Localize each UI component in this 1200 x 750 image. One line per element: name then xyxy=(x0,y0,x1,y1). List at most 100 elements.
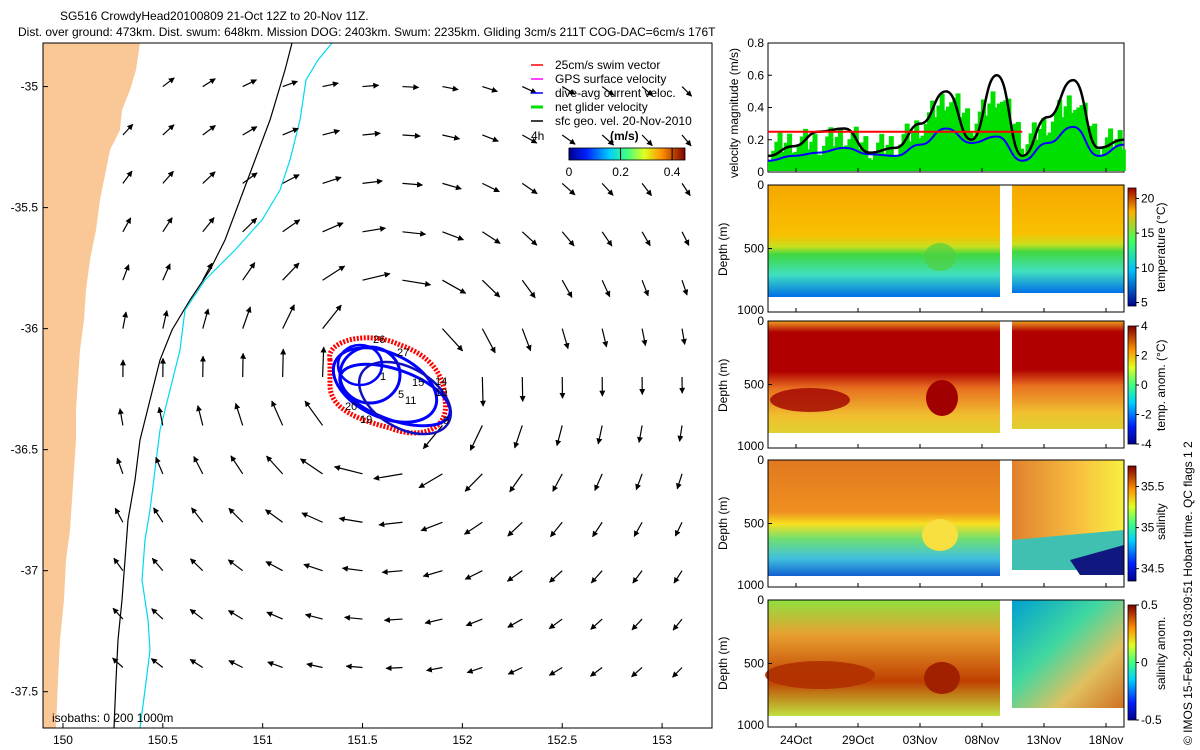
geo-vector-arrow xyxy=(548,666,563,676)
geo-vector-arrow xyxy=(266,611,283,620)
geo-vector-arrow xyxy=(521,328,532,352)
geo-vector-arrow xyxy=(601,182,614,196)
geo-vector-arrow xyxy=(681,231,690,246)
depth-tick-label: 500 xyxy=(744,378,764,392)
geo-vector-arrow xyxy=(402,279,432,287)
geo-vector-arrow xyxy=(162,263,171,281)
colorbar-tick-label: 0 xyxy=(1141,656,1148,670)
geo-vector-arrow xyxy=(282,262,300,281)
speed-colorbar-ticks: 0 0.2 0.4 xyxy=(566,148,681,179)
depth-tick-label: 500 xyxy=(744,242,764,256)
geo-vector-arrow xyxy=(242,262,256,281)
net-velocity-bar xyxy=(980,99,986,171)
map-x-axis: 150 150.5 151 151.5 152 152.5 153 xyxy=(53,723,672,747)
net-velocity-bar xyxy=(1003,100,1009,171)
geo-vector-arrow xyxy=(280,348,287,378)
geo-vector-arrow xyxy=(282,304,295,329)
geo-vector-arrow xyxy=(507,618,523,628)
geo-vector-arrow xyxy=(641,86,654,97)
salinity-colorbar xyxy=(1127,465,1137,582)
geo-vector-arrow xyxy=(479,377,486,407)
velocity-y-tick-label: 0.4 xyxy=(747,101,764,115)
geo-vector-arrow xyxy=(506,570,523,582)
geo-vector-arrow xyxy=(425,666,443,673)
geo-vector-arrow xyxy=(641,134,653,147)
geo-vector-arrow xyxy=(202,262,213,281)
geo-vector-arrow xyxy=(420,521,443,532)
net-velocity-bar xyxy=(904,123,910,171)
geo-vector-arrow xyxy=(228,507,244,523)
geo-vector-arrow xyxy=(282,127,299,136)
geo-vector-arrow xyxy=(153,507,164,523)
colorbar-tick-label: -2 xyxy=(1141,408,1152,422)
colorbar-tick-label: 35 xyxy=(1141,521,1155,535)
geo-vector-arrow xyxy=(550,521,563,538)
geo-vector-arrow xyxy=(362,82,380,89)
geo-vector-arrow xyxy=(320,346,327,378)
geo-vector-arrow xyxy=(442,85,459,92)
geo-vector-arrow xyxy=(322,129,341,136)
net-velocity-bar xyxy=(1054,110,1060,171)
header-line1: SG516 CrowdyHead20100809 21-Oct 12Z to 2… xyxy=(60,9,369,23)
geo-vector-arrow xyxy=(155,456,164,475)
map-x-tick-label: 152.5 xyxy=(547,733,577,747)
geo-vector-arrow xyxy=(632,570,643,584)
date-tick-label: 18Nov xyxy=(1089,733,1124,747)
geo-vector-arrow xyxy=(304,400,324,426)
geo-vector-arrow xyxy=(162,77,175,88)
geo-vector-arrow xyxy=(596,425,603,445)
depth-tick-label: 1000 xyxy=(737,718,764,732)
geo-vector-arrow xyxy=(555,425,563,447)
salinity-panel: Depth (m) salinity xyxy=(716,459,1168,588)
date-tick-label: 08Nov xyxy=(965,733,1000,747)
net-velocity-bar xyxy=(1089,126,1095,171)
net-velocity-bar xyxy=(968,132,974,171)
geo-vector-arrow xyxy=(162,310,169,329)
map-legend: 25cm/s swim vector GPS surface velocity … xyxy=(531,58,692,179)
net-velocity-bar xyxy=(866,158,872,171)
net-velocity-bar xyxy=(774,141,780,171)
geo-vector-arrow xyxy=(561,231,575,247)
geo-vector-arrow xyxy=(552,473,563,492)
speed-cb-tick-label: 0.2 xyxy=(612,165,629,179)
net-velocity-bar xyxy=(1028,133,1034,171)
map-x-tick-label: 151.5 xyxy=(348,733,378,747)
net-velocity-bar xyxy=(933,117,939,171)
geo-vector-arrow xyxy=(322,176,342,184)
net-velocity-bar xyxy=(1079,105,1085,171)
temperature-cb-label: temperature (°C) xyxy=(1154,203,1168,293)
velocity-series-line xyxy=(767,73,1125,158)
date-tick-label: 03Nov xyxy=(903,733,938,747)
temp-anomaly-cb-label: temp. anom. (°C) xyxy=(1154,340,1168,432)
geo-vector-arrow xyxy=(513,425,523,449)
geo-vector-arrow xyxy=(481,279,501,298)
geo-vector-arrow xyxy=(122,217,132,233)
geo-vector-arrow xyxy=(116,457,124,475)
geo-vector-arrow xyxy=(151,608,164,620)
geo-vector-arrow xyxy=(267,661,283,669)
map-x-tick-label: 150.5 xyxy=(148,733,178,747)
salinity-deep-low xyxy=(1070,545,1124,575)
velocity-y-tick-label: 0.2 xyxy=(747,133,764,147)
geo-vector-arrow xyxy=(637,425,643,444)
geo-vector-arrow xyxy=(521,231,538,246)
net-velocity-bar xyxy=(790,152,796,171)
legend-label-geo: sfc geo. vel. 20-Nov-2010 xyxy=(555,114,692,128)
net-velocity-bar xyxy=(1101,146,1107,171)
net-velocity-bar xyxy=(971,135,977,171)
geo-vector-arrow xyxy=(522,86,537,94)
date-tick-label: 24Oct xyxy=(780,733,813,747)
net-velocity-bar xyxy=(828,127,834,171)
salinity-ylabel: Depth (m) xyxy=(716,497,730,550)
net-velocity-bar xyxy=(1095,149,1101,171)
geo-vector-arrow xyxy=(561,182,576,196)
track-label: 15 xyxy=(412,377,424,389)
track-label: 14 xyxy=(435,376,447,388)
net-velocity-bar xyxy=(888,136,894,171)
geo-vector-arrow xyxy=(227,610,244,620)
geo-vector-arrow xyxy=(466,666,483,674)
date-tick-label: 13Nov xyxy=(1027,733,1062,747)
colorbar-tick-label: 5 xyxy=(1141,296,1148,310)
isobath-200m xyxy=(139,42,333,729)
geo-vector-arrow xyxy=(151,557,164,572)
